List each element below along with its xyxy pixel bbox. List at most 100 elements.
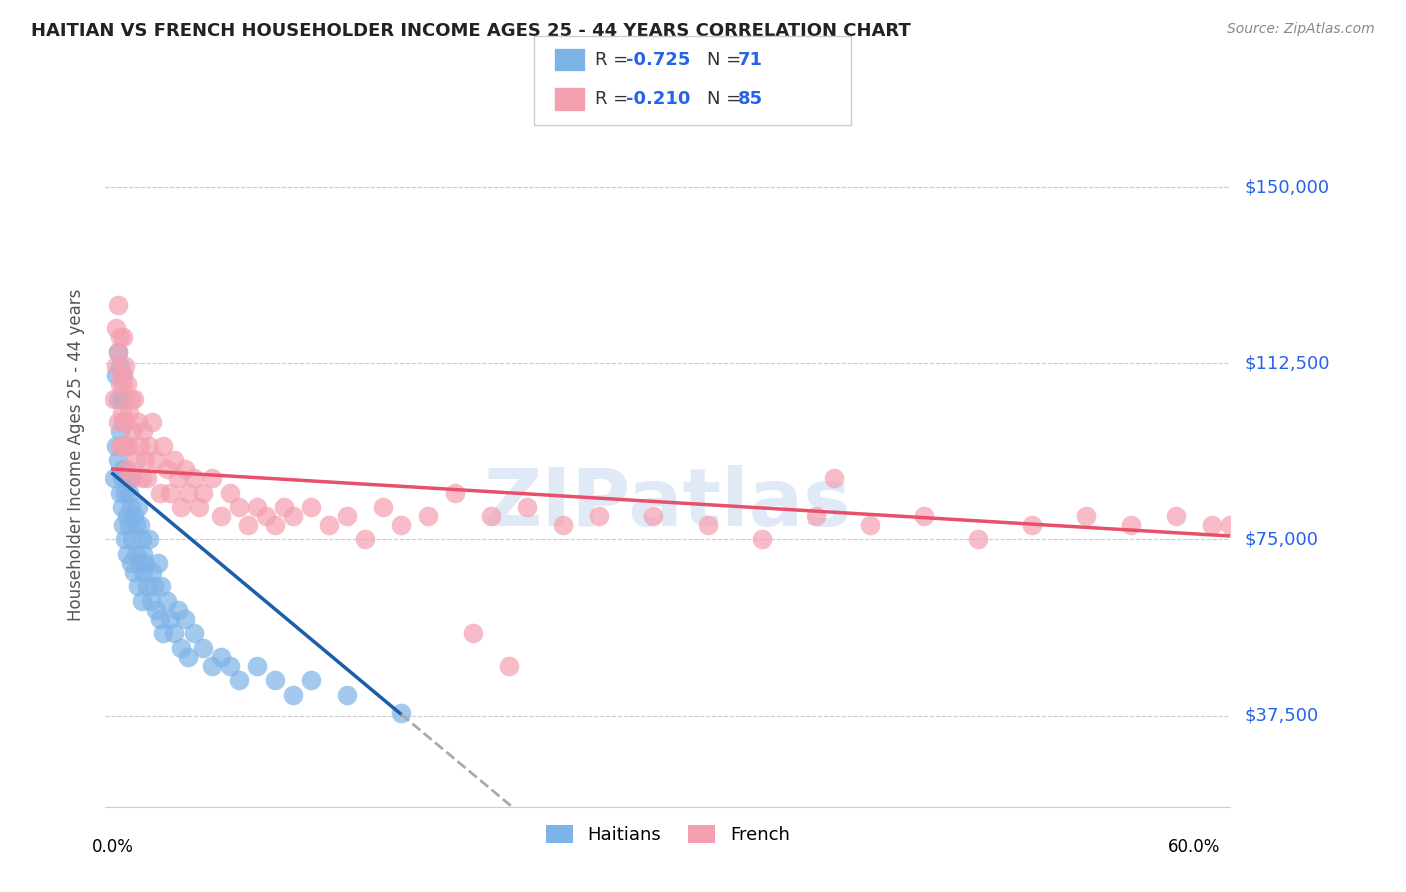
Text: N =: N = (707, 90, 747, 108)
Point (120, 392, 142, 406)
Point (131, 471, 153, 485)
Point (201, 471, 224, 485)
Point (134, 556, 156, 570)
Point (105, 359, 128, 373)
Point (163, 452, 186, 467)
Point (152, 438, 174, 452)
Point (107, 344, 129, 359)
Point (166, 471, 188, 485)
Point (1166, 508, 1188, 523)
Point (859, 518, 882, 533)
Point (228, 673, 250, 688)
Point (152, 626, 174, 640)
Point (236, 518, 259, 533)
Point (1119, 518, 1142, 533)
Point (108, 330, 131, 344)
Point (299, 673, 322, 688)
Text: R =: R = (595, 51, 634, 69)
Point (516, 500, 538, 514)
Point (159, 612, 181, 626)
Point (121, 471, 143, 485)
Text: $112,500: $112,500 (1244, 354, 1330, 372)
Point (336, 508, 359, 523)
Point (132, 547, 155, 561)
Point (125, 452, 148, 467)
Point (139, 593, 162, 607)
Point (114, 415, 136, 429)
Text: HAITIAN VS FRENCH HOUSEHOLDER INCOME AGES 25 - 44 YEARS CORRELATION CHART: HAITIAN VS FRENCH HOUSEHOLDER INCOME AGE… (31, 22, 911, 40)
Point (118, 518, 141, 533)
Point (444, 485, 467, 500)
Point (131, 533, 153, 547)
Point (112, 377, 135, 392)
Point (173, 612, 195, 626)
Point (138, 438, 160, 452)
Point (115, 508, 138, 523)
Point (156, 462, 179, 476)
Point (103, 392, 125, 406)
Point (107, 415, 129, 429)
Text: -0.210: -0.210 (626, 90, 690, 108)
Point (170, 640, 193, 655)
Point (128, 556, 150, 570)
Point (112, 330, 135, 344)
Point (336, 688, 359, 702)
Point (114, 485, 136, 500)
Point (246, 659, 269, 673)
Point (107, 344, 129, 359)
Point (132, 566, 155, 580)
Point (371, 500, 394, 514)
Text: R =: R = (595, 90, 634, 108)
Point (163, 626, 186, 640)
Point (299, 500, 322, 514)
Point (318, 518, 340, 533)
Point (120, 500, 142, 514)
Point (588, 508, 610, 523)
Point (114, 438, 136, 452)
Point (115, 377, 138, 392)
Point (112, 518, 135, 533)
Point (281, 508, 304, 523)
Point (111, 500, 134, 514)
Point (177, 485, 200, 500)
Y-axis label: Householder Income Ages 25 - 44 years: Householder Income Ages 25 - 44 years (66, 289, 84, 621)
Point (643, 508, 665, 523)
Point (463, 626, 485, 640)
Point (209, 508, 232, 523)
Point (166, 603, 188, 617)
Point (498, 659, 520, 673)
Point (114, 533, 136, 547)
Point (127, 415, 149, 429)
Point (156, 593, 179, 607)
Point (124, 508, 146, 523)
Point (124, 566, 146, 580)
Point (188, 500, 211, 514)
Point (108, 359, 131, 373)
Point (218, 485, 240, 500)
Point (170, 500, 193, 514)
Point (143, 579, 166, 593)
Point (159, 485, 181, 500)
Point (254, 508, 277, 523)
Point (132, 425, 155, 439)
Point (246, 500, 269, 514)
Point (264, 673, 287, 688)
Point (1219, 518, 1241, 533)
Point (118, 438, 141, 452)
Point (121, 425, 143, 439)
Text: $37,500: $37,500 (1244, 706, 1319, 724)
Point (135, 579, 157, 593)
Point (148, 612, 170, 626)
Point (751, 533, 773, 547)
Point (183, 626, 205, 640)
Point (209, 649, 232, 664)
Text: ZIPatlas: ZIPatlas (484, 466, 852, 543)
Point (912, 508, 935, 523)
Point (191, 485, 214, 500)
Point (118, 485, 141, 500)
Point (124, 392, 146, 406)
Point (111, 471, 134, 485)
Point (389, 706, 412, 721)
Point (804, 508, 827, 523)
Point (111, 406, 134, 420)
